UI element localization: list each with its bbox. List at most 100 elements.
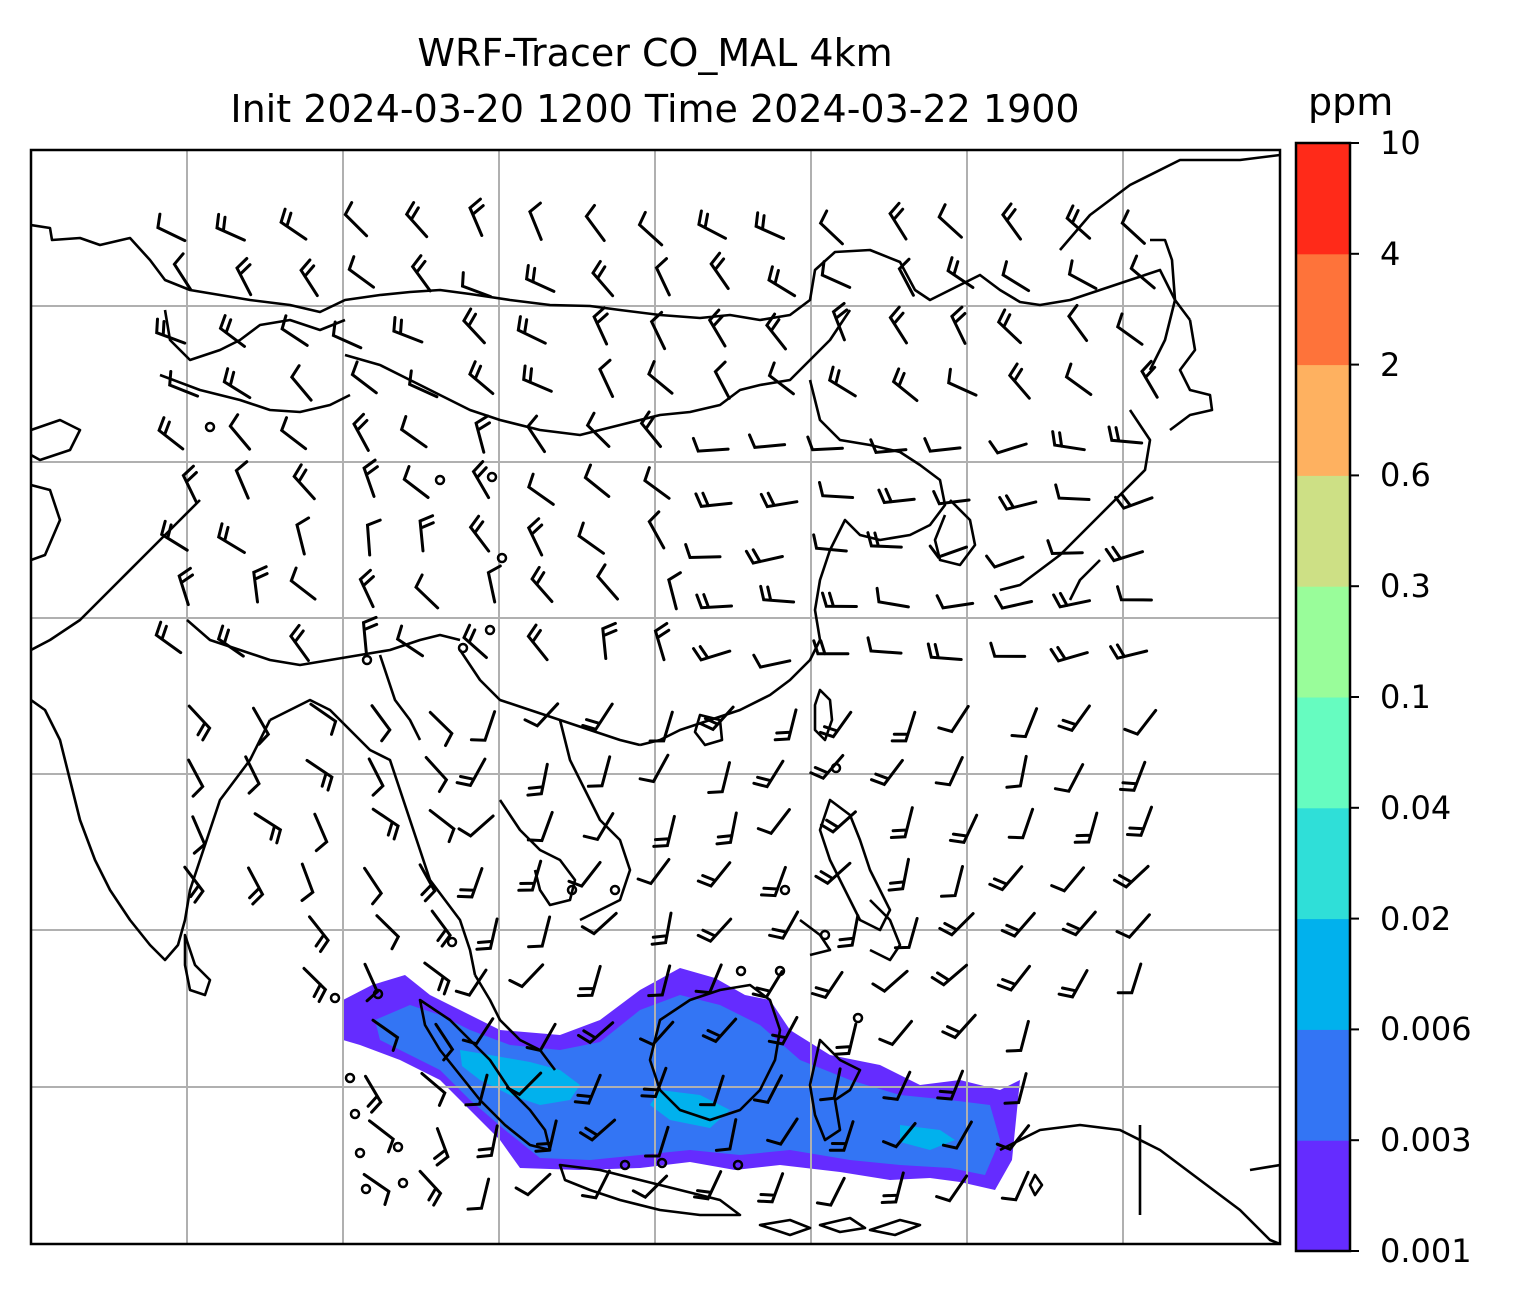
wind-barb (516, 315, 547, 345)
wind-barb (1053, 763, 1085, 793)
wind-barb (1007, 362, 1031, 400)
wind-barb (1065, 204, 1092, 240)
wind-barb (522, 364, 553, 393)
wind-barb (932, 490, 971, 506)
wind-barb (1116, 962, 1143, 995)
calm-wind-circle (774, 965, 786, 977)
wind-barb (767, 361, 795, 396)
wind-barb (428, 809, 456, 844)
wind-barb (833, 1022, 858, 1056)
wind-barb (994, 594, 1034, 610)
wind-barb (1112, 864, 1150, 889)
wind-barb (363, 866, 384, 906)
wind-barb (756, 808, 791, 836)
wind-barb (172, 252, 193, 291)
wind-barb (995, 1124, 1031, 1152)
wind-barb (996, 964, 1031, 992)
wind-barb (577, 1021, 615, 1045)
wind-barb (292, 463, 316, 501)
wind-barb (752, 759, 785, 789)
wind-barb (514, 1172, 552, 1197)
wind-barb (525, 1022, 557, 1053)
calm-wind-circle (566, 884, 578, 896)
calm-wind-circle (446, 936, 458, 948)
wind-barb (154, 620, 183, 655)
wind-barb (252, 706, 271, 746)
wind-barb (526, 414, 546, 454)
wind-barb (595, 563, 619, 601)
wind-barb (821, 591, 858, 608)
calm-wind-circle (361, 654, 373, 666)
wind-barb (759, 491, 799, 509)
wind-barb (367, 757, 385, 797)
wind-barb (347, 255, 375, 289)
wind-barb (576, 964, 602, 998)
colorbar-tick-label: 0.003 (1380, 1121, 1472, 1160)
wind-barb (434, 1022, 455, 1062)
calm-wind-circle (486, 471, 498, 483)
wind-barb (586, 755, 612, 788)
colorbar-segment (1296, 586, 1350, 698)
wind-barb (1001, 202, 1022, 241)
wind-barb (361, 615, 379, 654)
wind-barb (923, 437, 962, 453)
wind-barb (639, 410, 662, 448)
wind-barb (159, 519, 189, 552)
calm-wind-circle (656, 1157, 668, 1169)
wind-barb (534, 1119, 558, 1153)
wind-barb (1054, 483, 1091, 501)
wind-barb (937, 704, 970, 734)
calm-wind-circle (852, 1012, 864, 1024)
wind-barb (696, 861, 732, 888)
wind-barb (1010, 707, 1039, 739)
wind-barb (295, 516, 311, 556)
wind-barb (468, 197, 485, 237)
colorbar-tick-label: 0.001 (1380, 1232, 1472, 1270)
wind-barb (1107, 425, 1144, 445)
wind-barb (1129, 254, 1156, 290)
wind-barb (693, 1170, 723, 1201)
wind-barb (428, 710, 454, 747)
wind-barb (820, 260, 852, 289)
wind-barb (455, 757, 487, 788)
wind-barb (343, 201, 369, 238)
colorbar-segment (1296, 253, 1350, 366)
wind-barb (579, 1118, 617, 1142)
wind-barb (581, 702, 614, 732)
wind-barb (299, 258, 319, 298)
wind-barb (644, 1125, 670, 1158)
colorbar-unit-label: ppm (1308, 80, 1394, 124)
wind-barb (1104, 545, 1144, 563)
wind-barb (1119, 760, 1147, 792)
wind-barb (177, 566, 194, 607)
wind-barb (424, 756, 449, 793)
wind-barb (362, 1173, 391, 1206)
wind-barb (375, 914, 401, 951)
wind-barb (1109, 643, 1149, 660)
wind-barb (640, 1066, 668, 1099)
wind-barb (773, 708, 798, 742)
wind-barb (897, 257, 915, 297)
wind-barb (404, 201, 429, 239)
wind-barb (767, 1016, 799, 1046)
wind-barb (695, 593, 733, 610)
wind-barb (691, 436, 730, 453)
wind-barb (476, 1124, 499, 1159)
wind-barb (941, 1013, 977, 1040)
wind-barb (218, 314, 246, 348)
wind-barb (837, 914, 860, 949)
wind-barb (989, 641, 1027, 658)
wind-barb (1115, 312, 1144, 346)
wind-barb (946, 256, 975, 289)
colorbar-segment (1296, 918, 1350, 1030)
wind-barb (526, 517, 544, 557)
wind-barb (818, 481, 855, 499)
colorbar-tick-label: 2 (1380, 345, 1401, 384)
wind-barb (941, 1120, 973, 1150)
map-area (31, 150, 1280, 1244)
colorbar-tick-label: 10 (1380, 124, 1421, 162)
wind-barb (253, 812, 283, 845)
wind-barb (392, 316, 424, 344)
wind-barb (584, 203, 606, 242)
